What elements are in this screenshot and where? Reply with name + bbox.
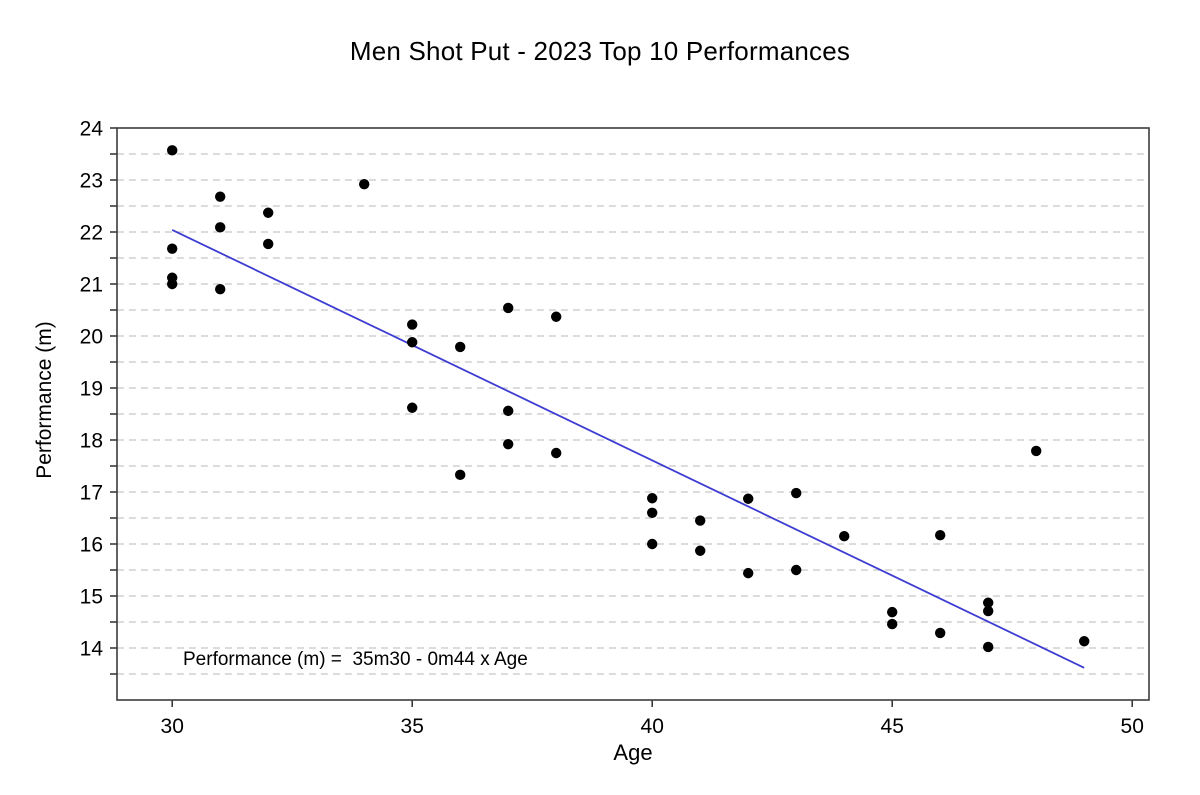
data-point (455, 341, 466, 353)
data-point (167, 278, 178, 290)
y-tick-label: 18 (80, 430, 103, 453)
chart-title: Men Shot Put - 2023 Top 10 Performances (349, 36, 851, 66)
data-point (695, 545, 706, 556)
data-point (935, 529, 946, 541)
data-point (983, 641, 994, 653)
data-point (695, 515, 706, 526)
data-point (743, 567, 754, 579)
data-point (407, 337, 418, 348)
x-tick-label: 30 (161, 715, 184, 738)
data-point (551, 311, 562, 322)
y-axis-label: Performance (m) (33, 321, 56, 479)
y-tick-label: 24 (80, 118, 104, 141)
data-point (215, 284, 226, 295)
data-point (887, 606, 898, 618)
data-point (503, 405, 514, 417)
data-point (263, 238, 274, 250)
data-point (407, 402, 418, 413)
y-tick-label: 17 (80, 482, 103, 505)
x-tick-label: 35 (401, 715, 424, 738)
x-axis-label: Age (613, 740, 653, 765)
data-point (407, 319, 418, 330)
data-point (503, 438, 514, 450)
data-point (791, 564, 802, 576)
y-tick-label: 21 (80, 274, 103, 297)
y-tick-label: 22 (80, 222, 103, 245)
y-tick-label: 15 (80, 586, 103, 609)
data-point (551, 447, 562, 459)
y-tick-label: 23 (80, 170, 103, 193)
data-point (647, 493, 658, 504)
y-tick-label: 16 (80, 534, 103, 557)
data-point (167, 243, 178, 254)
data-point (359, 178, 370, 190)
data-point (215, 191, 226, 202)
data-point (983, 605, 994, 617)
x-tick-label: 40 (641, 715, 664, 738)
data-point (887, 618, 898, 630)
regression-equation: Performance (m) = 35m30 - 0m44 x Age (183, 649, 528, 670)
data-point (839, 531, 850, 542)
data-point (935, 627, 946, 639)
data-point (791, 487, 802, 499)
x-tick-label: 50 (1121, 715, 1144, 738)
y-tick-label: 20 (80, 326, 103, 349)
data-point (215, 222, 226, 233)
x-tick-label: 45 (881, 715, 904, 738)
data-point (1079, 636, 1090, 647)
data-point (647, 538, 658, 550)
y-tick-label: 14 (80, 638, 104, 661)
data-point (503, 302, 514, 314)
y-tick-label: 19 (80, 378, 103, 401)
data-point (743, 493, 754, 504)
regression-line (171, 229, 1085, 669)
data-point (647, 507, 658, 518)
data-point (455, 469, 466, 481)
data-point (167, 145, 178, 156)
data-point (1031, 445, 1042, 457)
data-point (263, 207, 274, 218)
data-point (983, 597, 994, 608)
